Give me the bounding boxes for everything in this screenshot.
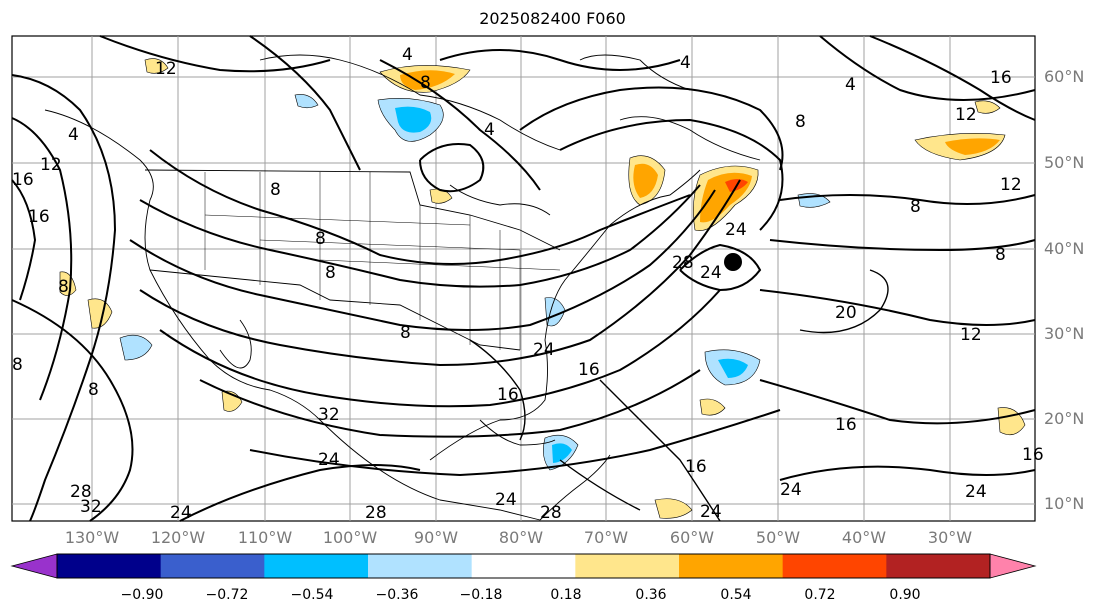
coastlines <box>44 54 761 521</box>
location-marker <box>724 253 742 271</box>
colorbar-tick-label: −0.36 <box>375 587 419 603</box>
contour-label: 16 <box>28 207 50 227</box>
lat-label: 20°N <box>1044 409 1085 428</box>
lon-label: 90°W <box>413 528 459 547</box>
contour-label: 24 <box>700 263 722 283</box>
lon-label: 60°W <box>669 528 715 547</box>
contour-label: 8 <box>88 380 99 400</box>
contour-label: 12 <box>960 325 982 345</box>
colorbar-tick-label: 0.72 <box>804 587 836 603</box>
contour-label: 12 <box>955 105 977 125</box>
contour-label: 4 <box>845 75 856 95</box>
contour-label: 4 <box>680 53 691 73</box>
colorbar-tick-label: 0.18 <box>550 587 582 603</box>
lon-label: 100°W <box>322 528 378 547</box>
colorbar-tick-label: 0.54 <box>720 587 752 603</box>
lat-label: 10°N <box>1044 494 1085 513</box>
lon-label: 50°W <box>755 528 801 547</box>
contour-label: 20 <box>835 303 857 323</box>
lon-label: 120°W <box>150 528 206 547</box>
contour-label: 24 <box>318 450 340 470</box>
contour-label: 8 <box>400 323 411 343</box>
contour-label: 24 <box>533 340 555 360</box>
contour-label: 12 <box>40 155 62 175</box>
contour-label: 32 <box>80 497 102 517</box>
contour-label: 8 <box>420 73 431 93</box>
colorbar-cell <box>679 554 784 578</box>
colorbar-tick-label: 0.90 <box>889 587 921 603</box>
colorbar-cell <box>160 554 265 578</box>
colorbar-tick-label: −0.54 <box>290 587 334 603</box>
colorbar-extend-high <box>989 553 1037 579</box>
contour-label: 16 <box>835 415 857 435</box>
contour-label: 24 <box>780 480 802 500</box>
colorbar-cell <box>886 554 991 578</box>
lat-label: 30°N <box>1044 324 1085 343</box>
colorbar <box>10 553 1037 579</box>
contour-label: 28 <box>365 503 387 523</box>
shaded-anomaly-patches <box>59 58 1026 519</box>
contour-lines <box>11 35 1036 522</box>
contour-label: 8 <box>315 229 326 249</box>
lon-label: 70°W <box>583 528 629 547</box>
contour-label: 8 <box>325 263 336 283</box>
contour-label: 8 <box>795 112 806 132</box>
contour-label: 16 <box>685 457 707 477</box>
contour-lines-thin <box>469 269 889 522</box>
contour-label: 32 <box>318 405 340 425</box>
state-borders <box>204 172 561 350</box>
colorbar-tick-label: −0.18 <box>459 587 503 603</box>
map-title: 2025082400 F060 <box>479 9 626 28</box>
contour-label: 24 <box>170 503 192 523</box>
lon-label: 40°W <box>841 528 887 547</box>
contour-label: 8 <box>58 277 69 297</box>
colorbar-cell <box>368 554 473 578</box>
lat-label: 50°N <box>1044 153 1085 172</box>
contour-label: 16 <box>990 68 1012 88</box>
contour-label: 12 <box>1000 175 1022 195</box>
contour-label: 24 <box>965 482 987 502</box>
lat-label: 40°N <box>1044 239 1085 258</box>
contour-label: 8 <box>910 197 921 217</box>
contour-label: 12 <box>155 59 177 79</box>
contour-label: 8 <box>995 245 1006 265</box>
lat-label: 60°N <box>1044 67 1085 86</box>
lon-label: 30°W <box>927 528 973 547</box>
contour-label: 4 <box>68 125 79 145</box>
contour-label: 24 <box>725 220 747 240</box>
contour-label: 16 <box>497 385 519 405</box>
colorbar-extend-low <box>10 553 58 579</box>
lon-label: 80°W <box>498 528 544 547</box>
colorbar-tick-label: −0.72 <box>205 587 249 603</box>
colorbar-tick-label: −0.90 <box>120 587 164 603</box>
contour-label: 8 <box>12 355 23 375</box>
lon-label: 130°W <box>64 528 120 547</box>
contour-label: 16 <box>578 360 600 380</box>
colorbar-cell <box>575 554 680 578</box>
contour-label: 16 <box>1022 445 1044 465</box>
colorbar-cell <box>782 554 887 578</box>
lon-label: 110°W <box>237 528 293 547</box>
contour-label: 24 <box>495 490 517 510</box>
gridlines <box>12 36 1035 521</box>
contour-label: 28 <box>672 253 694 273</box>
contour-label: 28 <box>70 482 92 502</box>
contour-label: 4 <box>484 120 495 140</box>
map-frame <box>11 35 1036 522</box>
colorbar-cell <box>57 554 162 578</box>
colorbar-cell <box>471 554 576 578</box>
colorbar-tick-label: 0.36 <box>635 587 667 603</box>
colorbar-cell <box>264 554 369 578</box>
contour-label: 16 <box>12 170 34 190</box>
contour-label: 28 <box>540 503 562 523</box>
contour-label: 4 <box>402 45 413 65</box>
contour-value-labels: 12 4 8 4 4 4 8 16 12 12 8 8 12 20 16 16 … <box>12 45 1044 523</box>
contour-label: 24 <box>700 502 722 522</box>
contour-label: 8 <box>270 180 281 200</box>
